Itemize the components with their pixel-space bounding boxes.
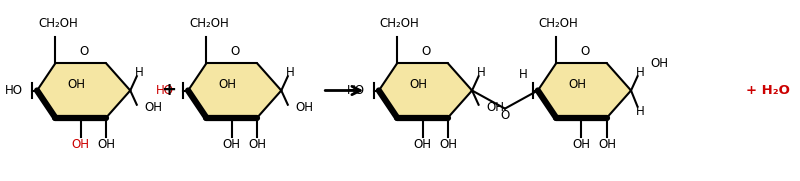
Polygon shape — [188, 63, 282, 118]
Polygon shape — [538, 63, 631, 118]
Text: OH: OH — [598, 138, 616, 151]
Text: OH: OH — [72, 138, 90, 151]
Text: O: O — [421, 45, 430, 58]
Text: CH₂OH: CH₂OH — [380, 17, 419, 30]
Text: H: H — [477, 66, 486, 79]
Text: O: O — [79, 45, 89, 58]
Text: CH₂OH: CH₂OH — [189, 17, 229, 30]
Text: HO: HO — [156, 84, 174, 97]
Text: OH: OH — [296, 101, 314, 114]
Text: H: H — [286, 66, 294, 79]
Text: H: H — [636, 66, 645, 79]
Text: CH₂OH: CH₂OH — [38, 17, 78, 30]
Polygon shape — [379, 63, 472, 118]
Text: CH₂OH: CH₂OH — [539, 17, 578, 30]
Text: OH: OH — [145, 101, 162, 114]
Text: OH: OH — [573, 138, 590, 151]
Text: HO: HO — [5, 84, 22, 97]
Text: OH: OH — [486, 101, 504, 114]
Text: OH: OH — [414, 138, 431, 151]
Text: OH: OH — [248, 138, 266, 151]
Text: O: O — [230, 45, 240, 58]
Text: OH: OH — [67, 77, 85, 90]
Text: O: O — [580, 45, 590, 58]
Text: O: O — [500, 109, 510, 122]
Text: OH: OH — [218, 77, 236, 90]
Text: H: H — [519, 68, 528, 81]
Text: OH: OH — [97, 138, 115, 151]
Text: OH: OH — [650, 57, 669, 70]
Text: OH: OH — [439, 138, 457, 151]
Text: HO: HO — [346, 84, 365, 97]
Text: H: H — [636, 105, 645, 118]
Text: +: + — [162, 81, 177, 100]
Text: OH: OH — [222, 138, 241, 151]
Text: OH: OH — [568, 77, 586, 90]
Text: H: H — [135, 66, 144, 79]
Text: + H₂O: + H₂O — [746, 84, 790, 97]
Polygon shape — [37, 63, 130, 118]
Text: OH: OH — [409, 77, 427, 90]
